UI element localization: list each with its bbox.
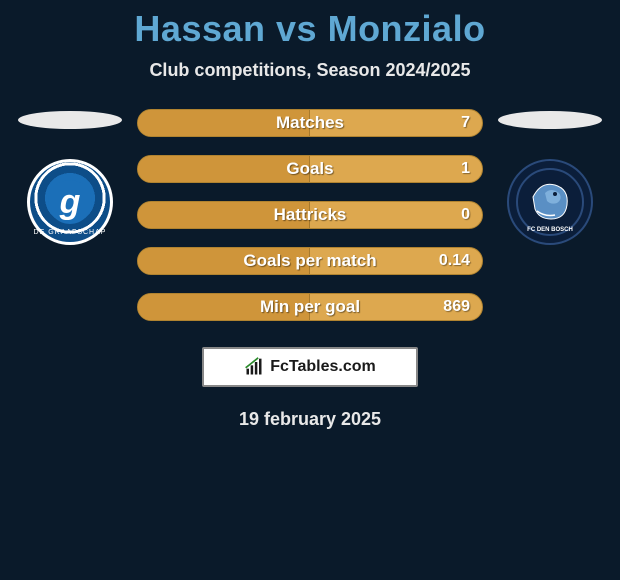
- stat-right-value: 1: [461, 160, 470, 178]
- page-title: Hassan vs Monzialo: [0, 8, 620, 50]
- left-side: g DE GRAAFSCHAP: [17, 109, 123, 245]
- stat-row-goals: Goals 1: [137, 155, 483, 183]
- brand-badge[interactable]: FcTables.com: [202, 347, 418, 387]
- date-text: 19 february 2025: [0, 409, 620, 430]
- stat-label: Hattricks: [138, 205, 482, 225]
- stat-row-matches: Matches 7: [137, 109, 483, 137]
- stat-row-hattricks: Hattricks 0: [137, 201, 483, 229]
- dragon-icon: FC DEN BOSCH: [515, 167, 585, 237]
- player1-silhouette: [18, 111, 122, 129]
- stat-right-value: 869: [443, 298, 470, 316]
- stat-label: Min per goal: [138, 297, 482, 317]
- stat-right-value: 0: [461, 206, 470, 224]
- stat-row-mpg: Min per goal 869: [137, 293, 483, 321]
- stat-label: Matches: [138, 113, 482, 133]
- stats-column: Matches 7 Goals 1 Hattricks 0 Goals per …: [137, 109, 483, 321]
- brand-text: FcTables.com: [270, 358, 376, 376]
- club-left-name: DE GRAAFSCHAP: [34, 229, 107, 236]
- comparison-card: Hassan vs Monzialo Club competitions, Se…: [0, 0, 620, 430]
- stat-label: Goals per match: [138, 251, 482, 271]
- right-side: FC DEN BOSCH: [497, 109, 603, 245]
- stat-right-value: 0.14: [439, 252, 470, 270]
- chart-icon: [244, 357, 264, 377]
- player2-name: Monzialo: [328, 8, 486, 49]
- svg-text:FC DEN BOSCH: FC DEN BOSCH: [527, 227, 573, 233]
- stat-label: Goals: [138, 159, 482, 179]
- stat-right-value: 7: [461, 114, 470, 132]
- club-badge-left: g DE GRAAFSCHAP: [27, 159, 113, 245]
- stat-row-gpm: Goals per match 0.14: [137, 247, 483, 275]
- club-badge-right: FC DEN BOSCH: [507, 159, 593, 245]
- subtitle: Club competitions, Season 2024/2025: [0, 60, 620, 81]
- club-left-initial: g: [60, 183, 81, 222]
- player1-name: Hassan: [134, 8, 265, 49]
- vs-text: vs: [276, 8, 317, 49]
- main-row: g DE GRAAFSCHAP Matches 7 Goals 1 Hattri…: [0, 109, 620, 321]
- player2-silhouette: [498, 111, 602, 129]
